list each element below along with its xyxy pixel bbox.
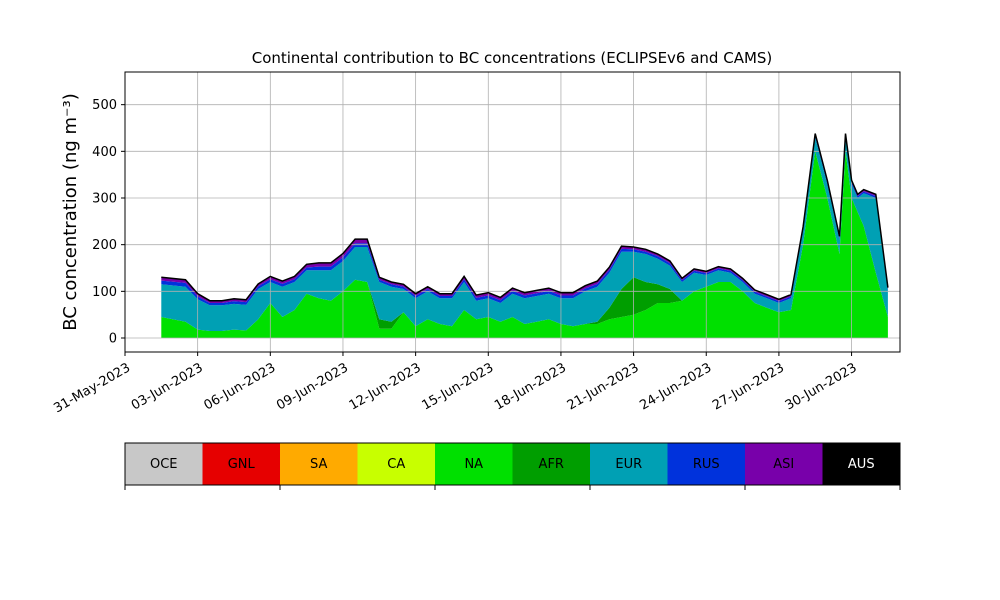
legend-swatch-sa: [280, 443, 358, 485]
x-tick-label: 30-Jun-2023: [783, 360, 860, 413]
legend-label-asi: ASI: [773, 457, 794, 472]
x-tick-label: 09-Jun-2023: [274, 360, 351, 413]
legend-swatch-na: [435, 443, 513, 485]
x-tick-label: 06-Jun-2023: [201, 360, 278, 413]
y-axis: 0 100 200 300 400 500: [92, 98, 125, 347]
legend-label-afr: AFR: [539, 457, 564, 472]
gridlines: [124, 72, 900, 352]
legend-swatch-aus: [822, 443, 900, 485]
y-tick-label: 500: [92, 98, 117, 113]
x-tick-label: 12-Jun-2023: [347, 360, 424, 413]
legend-label-oce: OCE: [150, 457, 178, 472]
y-tick-label: 0: [109, 332, 117, 347]
legend-swatch-rus: [667, 443, 745, 485]
x-axis: 31-May-202303-Jun-202306-Jun-202309-Jun-…: [51, 352, 860, 416]
y-tick-label: 200: [92, 238, 117, 253]
x-tick-label: 03-Jun-2023: [129, 360, 206, 413]
y-tick-label: 100: [92, 285, 117, 300]
legend-label-sa: SA: [310, 457, 327, 472]
legend-label-eur: EUR: [615, 457, 642, 472]
y-axis-label: BC concentration (ng m⁻³): [60, 93, 81, 331]
legend-swatch-oce: [125, 443, 203, 485]
plot-frame: [124, 71, 901, 353]
legend-label-ca: CA: [387, 457, 405, 472]
total-outline: [161, 133, 889, 302]
x-tick-label: 27-Jun-2023: [710, 360, 787, 413]
legend-label-gnl: GNL: [228, 457, 256, 472]
x-tick-label: 18-Jun-2023: [492, 360, 569, 413]
legend-swatch-eur: [590, 443, 668, 485]
x-tick-label: 15-Jun-2023: [419, 360, 496, 413]
y-tick-label: 400: [92, 145, 117, 160]
legend-label-na: NA: [464, 457, 483, 472]
chart-title: Continental contribution to BC concentra…: [252, 49, 773, 67]
legend-swatch-afr: [512, 443, 590, 485]
x-tick-label: 21-Jun-2023: [565, 360, 642, 413]
legend-swatch-gnl: [202, 443, 280, 485]
x-tick-label: 24-Jun-2023: [637, 360, 714, 413]
x-tick-label: 31-May-2023: [51, 360, 133, 416]
y-tick-label: 300: [92, 192, 117, 207]
legend-swatch-ca: [357, 443, 435, 485]
legend-label-aus: AUS: [848, 457, 875, 472]
legend-frame: [124, 442, 901, 486]
legend-swatch-asi: [745, 443, 823, 485]
legend-colorbar: OCE GNL SA CA NA AFR EUR RUS ASI AUS: [124, 442, 901, 490]
legend-label-rus: RUS: [693, 457, 720, 472]
